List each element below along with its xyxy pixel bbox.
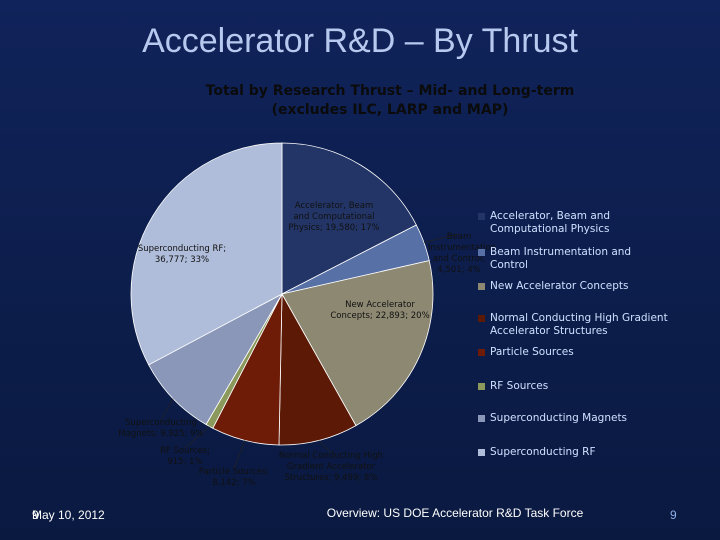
- leader-line: [423, 233, 460, 243]
- slice-label-beam-instrumentation-and-control: Beam Instrumentation and Control; 4,501;…: [428, 232, 497, 275]
- chart-title-line2: (excludes ILC, LARP and MAP): [271, 102, 509, 118]
- legend-label: New Accelerator Concepts: [490, 280, 629, 292]
- legend-label: Beam Instrumentation and Control: [490, 246, 632, 271]
- legend-label: Normal Conducting High Gradient Accelera…: [490, 312, 668, 337]
- slice-label-rf-sources: RF Sources; 915; 1%: [160, 446, 210, 467]
- slice-label-particle-sources: Particle Sources; 8,142; 7%: [198, 467, 270, 488]
- pie-slice-superconducting-rf: [130, 142, 283, 366]
- leader-line: [184, 426, 210, 449]
- legend-label: Accelerator, Beam and Computational Phys…: [490, 210, 611, 235]
- leader-line: [318, 440, 332, 454]
- legend-label: RF Sources: [490, 380, 549, 392]
- legend-label: Particle Sources: [490, 346, 574, 358]
- footer-date: 9 May 10, 2012: [32, 508, 105, 522]
- footer-date-prefix: 9: [32, 508, 39, 522]
- footer-presentation-title: Overview: US DOE Accelerator R&D Task Fo…: [326, 506, 584, 520]
- legend-item-superconducting-magnets: Superconducting Magnets: [478, 412, 668, 425]
- pie-slice-new-accelerator-concepts: [281, 260, 434, 427]
- legend-item-superconducting-rf: Superconducting RF: [478, 446, 668, 459]
- legend-swatch: [478, 349, 485, 356]
- legend-swatch: [478, 449, 485, 456]
- legend-label: Superconducting Magnets: [490, 412, 628, 424]
- legend-swatch: [478, 415, 485, 422]
- legend-item-particle-sources: Particle Sources: [478, 346, 668, 359]
- pie-slice-accelerator-beam-and-computational-physics: [281, 142, 417, 295]
- chart-title-line1: Total by Research Thrust – Mid- and Long…: [205, 83, 575, 99]
- pie-slice-superconducting-magnets: [148, 292, 284, 426]
- slide-title: Accelerator R&D – By Thrust: [142, 22, 578, 60]
- legend-swatch: [478, 283, 485, 290]
- slice-label-superconducting-magnets: Superconducting Magnets; 9,925; 9%: [118, 418, 204, 439]
- legend-item-new-accelerator-concepts: New Accelerator Concepts: [478, 280, 668, 293]
- legend-item-normal-conducting-high-gradient-accelerator-structures: Normal Conducting High Gradient Accelera…: [478, 312, 668, 338]
- slice-label-new-accelerator-concepts: New Accelerator Concepts; 22,893; 20%: [330, 300, 430, 321]
- leader-line: [160, 398, 174, 421]
- legend-label: Superconducting RF: [490, 446, 596, 458]
- legend-swatch: [478, 213, 485, 220]
- slice-label-normal-conducting-high-gradient-accelerator-structures: Normal Conducting High Gradient Accelera…: [278, 451, 384, 483]
- leader-line: [233, 440, 246, 470]
- legend-item-accelerator-beam-and-computational-physics: Accelerator, Beam and Computational Phys…: [478, 210, 668, 236]
- page-number: 9: [670, 508, 677, 522]
- legend-swatch: [478, 315, 485, 322]
- legend-swatch: [478, 383, 485, 390]
- footer-date-text: May 10, 2012: [32, 508, 105, 522]
- legend-swatch: [478, 249, 485, 256]
- chart-title: Total by Research Thrust – Mid- and Long…: [190, 82, 590, 120]
- legend-item-beam-instrumentation-and-control: Beam Instrumentation and Control: [478, 246, 668, 272]
- slice-label-superconducting-rf: Superconducting RF; 36,777; 33%: [137, 244, 227, 265]
- slice-label-accelerator-beam-and-computational-physics: Accelerator, Beam and Computational Phys…: [288, 201, 380, 233]
- legend-item-rf-sources: RF Sources: [478, 380, 668, 393]
